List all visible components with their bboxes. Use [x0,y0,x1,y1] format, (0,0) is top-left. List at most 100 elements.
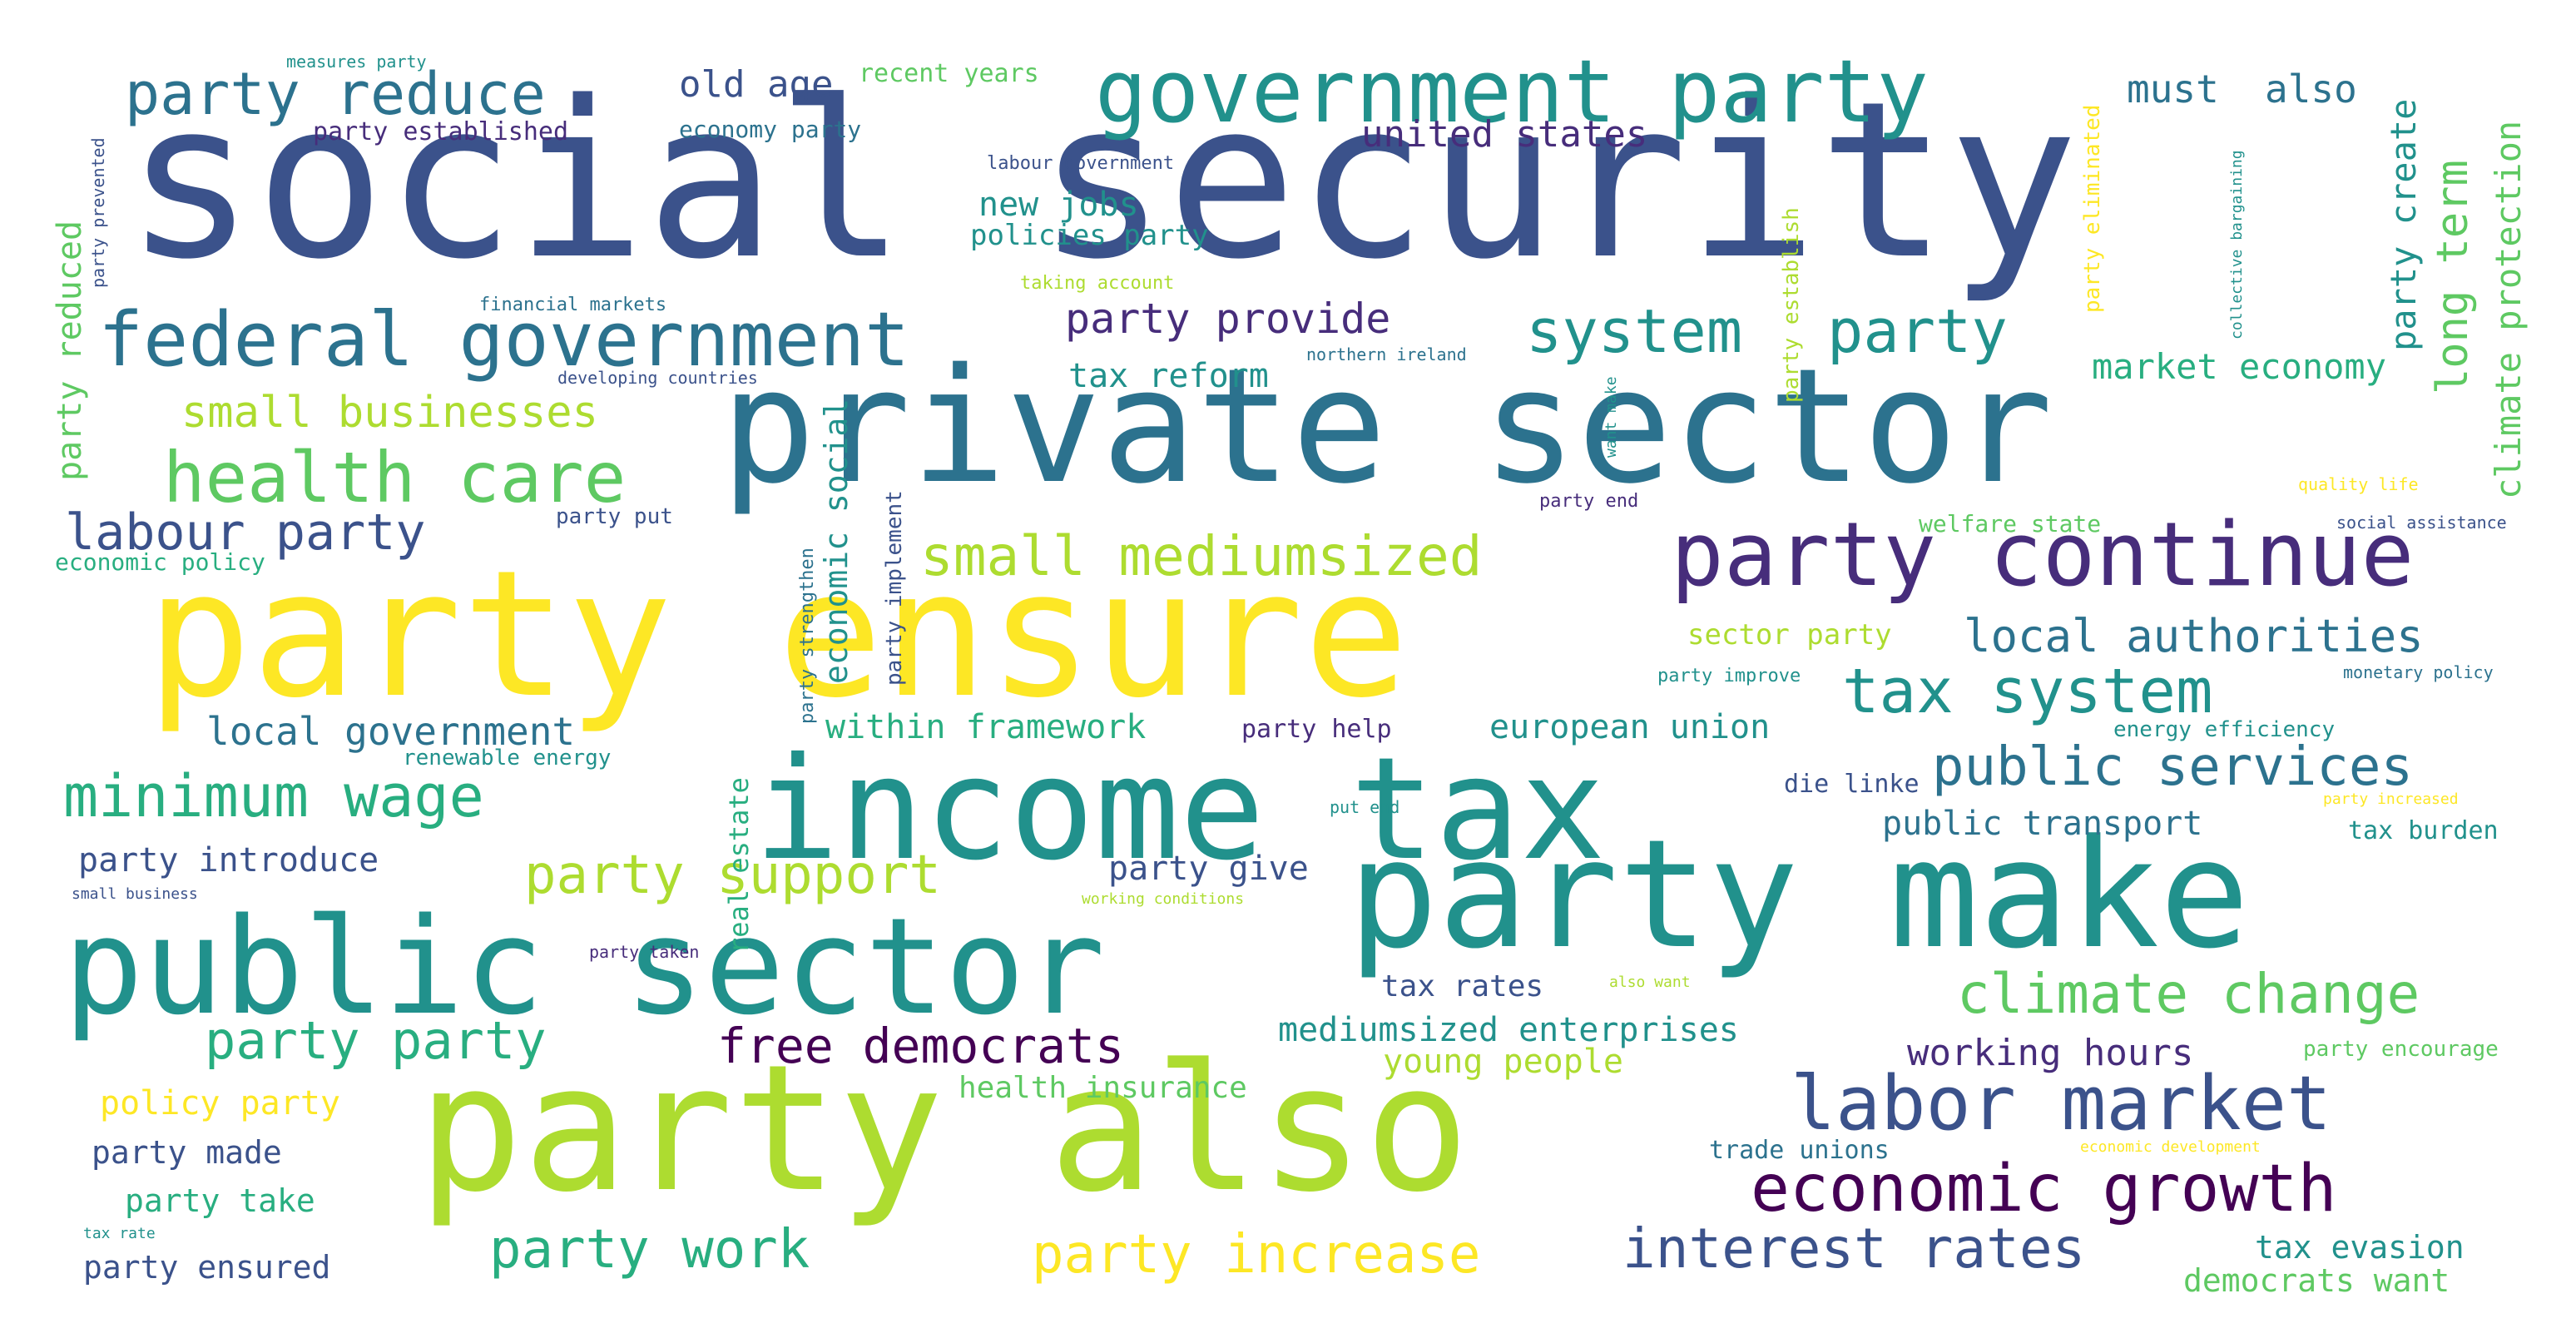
word: income tax [754,727,1606,892]
word: economic policy [55,548,265,576]
word: must [2127,67,2219,112]
word: working hours [1907,1032,2194,1074]
word: energy efficiency [2113,717,2336,742]
word: party give [1108,850,1309,888]
word: northern ireland [1306,344,1467,364]
word: party support [524,845,941,906]
word: party ensure [146,533,1409,736]
word: health insurance [959,1071,1247,1105]
word: welfare state [1919,510,2102,538]
word: party encourage [2303,1037,2499,1062]
word: party implement [882,490,907,686]
word: tax rates [1381,969,1544,1004]
word: party continue [1671,503,2415,606]
word: federal government [98,296,910,384]
word: party work [489,1219,810,1281]
word: small business [72,885,198,903]
word: tax burden [2348,816,2499,845]
word: party taken [589,942,700,962]
word: tax rate [83,1225,156,1242]
word: local authorities [1964,610,2424,662]
word: social assistance [2336,513,2507,533]
word: old age [679,63,834,106]
word: market economy [2092,346,2387,387]
word: mediumsized enterprises [1278,1011,1739,1049]
word: local government [206,709,576,754]
word: minimum wage [63,762,484,830]
word: party [1827,296,2008,366]
word: party make [1348,808,2250,982]
word: party improve [1657,666,1801,686]
word: policy party [100,1084,340,1122]
word: interest rates [1622,1217,2086,1281]
word: die linke [1784,770,1920,799]
word: party made [92,1134,282,1171]
word: party prevented [88,137,108,288]
word: small mediumsized [920,524,1483,588]
word: want make [1603,376,1620,458]
word: party create [2383,98,2424,351]
word: party help [1241,715,1392,744]
word: european union [1489,708,1771,746]
word: party ensured [83,1249,331,1286]
word: party increased [2323,790,2459,808]
word: renewable energy [403,746,612,771]
word: measures party [286,52,427,72]
word: new jobs [978,186,1139,224]
word: party introduce [78,841,379,880]
word: labour government [987,153,1175,174]
word: economic development [2080,1138,2261,1156]
word: also want [1609,974,1691,991]
word: economy party [679,116,862,143]
word: labor market [1791,1060,2332,1147]
word: quality life [2298,474,2419,494]
word: party take [125,1182,315,1219]
word: public services [1932,736,2413,798]
word: party establish [1779,207,1804,403]
word: trade unions [1709,1136,1890,1165]
word: real estate [723,777,755,954]
word: party put [556,504,673,529]
word: economic growth [1751,1152,2337,1226]
word: taking account [1020,273,1175,294]
word: party end [1539,491,1639,512]
word: party party [205,1010,547,1071]
word: within framework [825,708,1147,746]
word: climate protection [2488,120,2529,499]
word: working conditions [1082,890,1245,908]
word: also [2265,67,2357,112]
word: tax system [1842,656,2213,727]
word: put end [1330,797,1400,817]
word: party reduce [125,60,546,128]
word: sector party [1687,618,1892,652]
word: climate change [1957,962,2420,1026]
word: labour party [65,503,426,562]
word: health care [163,437,627,518]
word: monetary policy [2343,662,2494,682]
word: long term [2428,160,2478,394]
word: government party [1095,41,1929,142]
word: party increase [1032,1224,1481,1286]
word: public sector [63,889,1106,1044]
word: small businesses [181,388,598,438]
word: policies party [970,219,1209,252]
word: recent years [859,59,1039,88]
word: financial markets [479,295,667,315]
word: public transport [1882,805,2203,843]
word: democrats want [2183,1262,2450,1299]
word: free democrats [717,1018,1124,1074]
word: economic social [818,398,855,684]
word: private sector [721,334,2053,518]
word: party established [313,117,569,146]
word: social security [125,56,2078,307]
word: party eliminated [2080,104,2105,313]
word: tax evasion [2255,1229,2465,1266]
word: young people [1383,1043,1623,1081]
word: party also [418,1027,1470,1231]
word: system [1526,296,1743,366]
word: developing countries [557,368,758,388]
word: party reduced [51,220,89,481]
word: tax reform [1068,357,1269,395]
word: party strengthen [797,548,818,724]
